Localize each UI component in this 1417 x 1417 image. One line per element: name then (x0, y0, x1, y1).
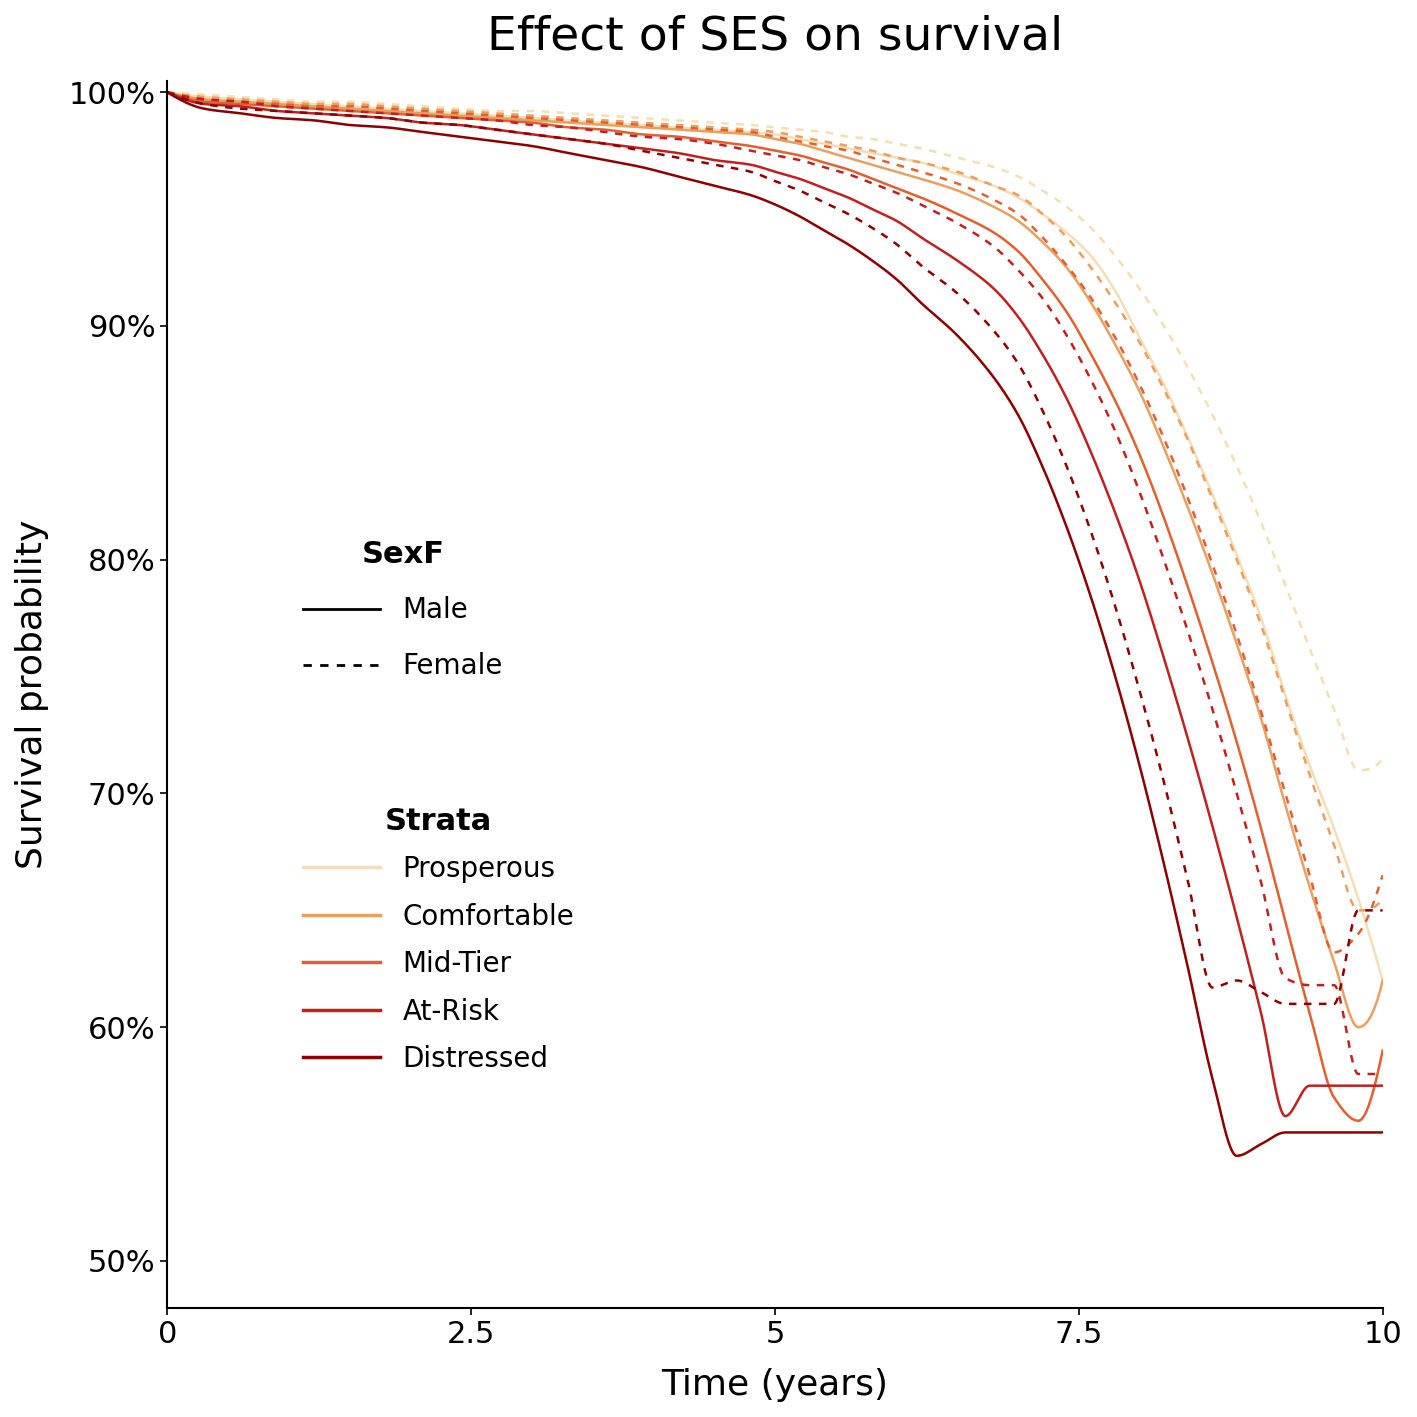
Legend: Prosperous, Comfortable, Mid-Tier, At-Risk, Distressed: Prosperous, Comfortable, Mid-Tier, At-Ri… (303, 806, 574, 1073)
X-axis label: Time (years): Time (years) (662, 1367, 888, 1401)
Title: Effect of SES on survival: Effect of SES on survival (487, 16, 1063, 60)
Y-axis label: Survival probability: Survival probability (16, 520, 50, 869)
